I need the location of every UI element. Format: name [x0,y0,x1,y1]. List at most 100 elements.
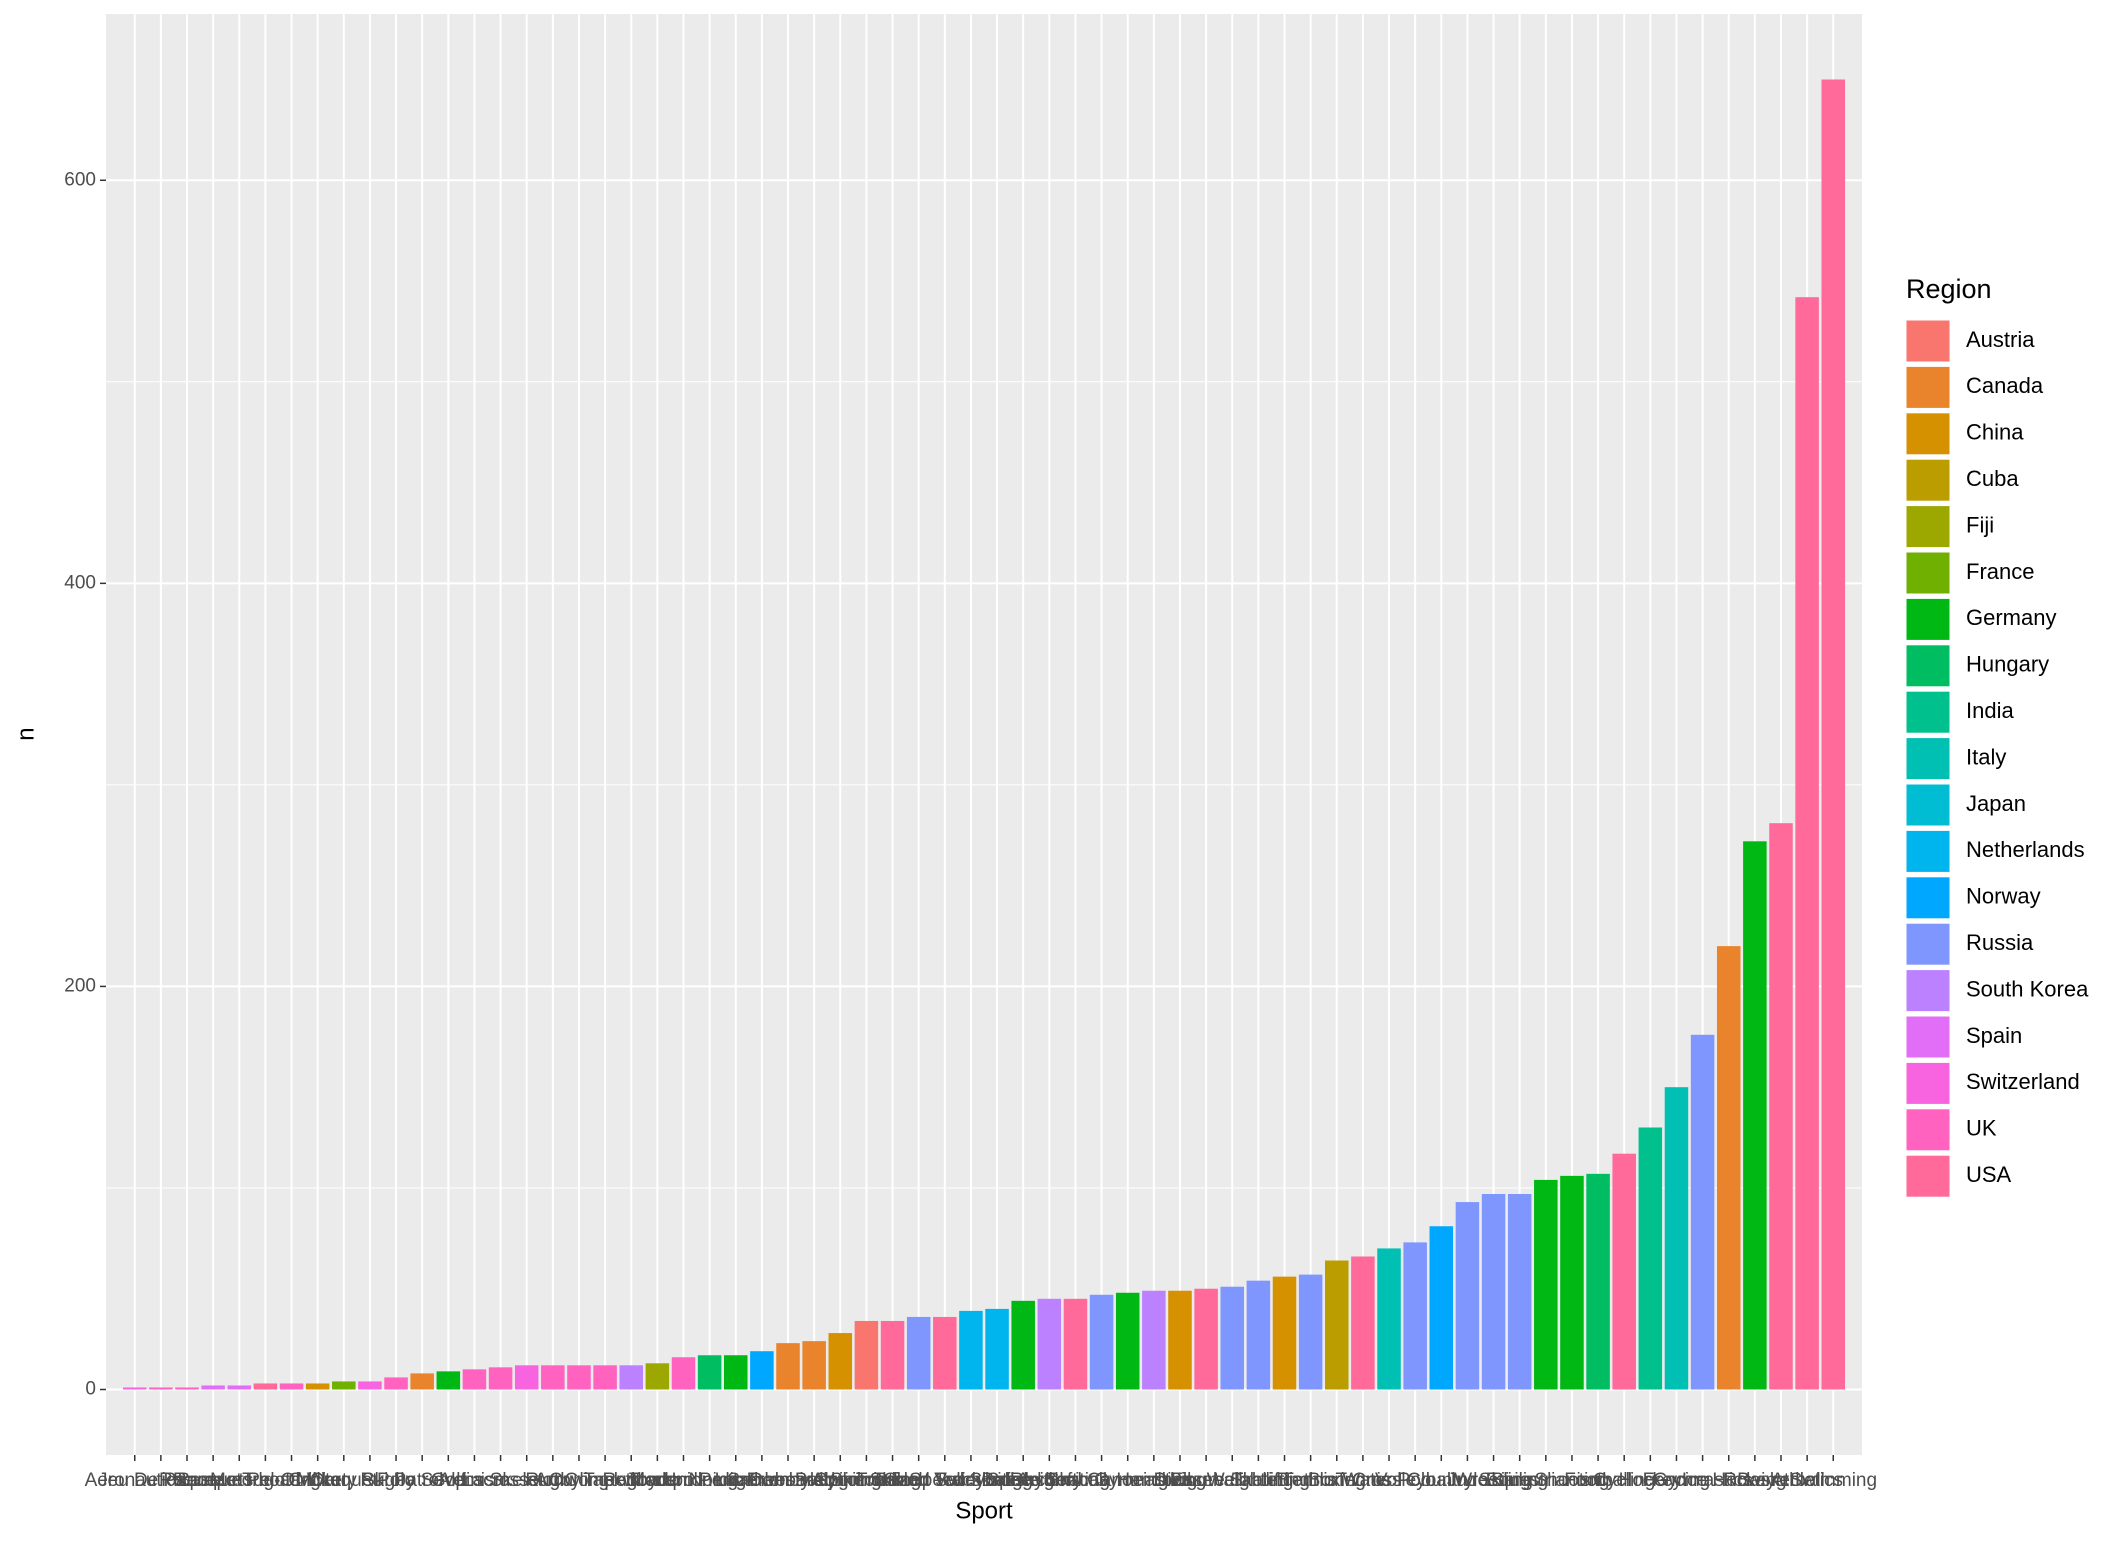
bar [933,1316,957,1390]
bar [358,1381,382,1390]
bar [1743,841,1767,1390]
x-tick-label: Cross Country Skiing [1352,1470,1530,1491]
x-tick-label: Baseball [1170,1470,1243,1491]
x-tick-label: Softball [1044,1470,1107,1491]
bar [1560,1175,1584,1390]
bar [593,1365,617,1390]
x-tick-label: Judo [1447,1470,1488,1491]
legend-label: South Korea [1966,976,2089,1001]
bar [462,1369,487,1390]
bar [1821,79,1846,1390]
x-tick-label: Football [1564,1470,1632,1491]
x-tick-label: Croquet [310,1470,378,1491]
x-tick-label: Athletics [1771,1470,1843,1491]
legend-key [1905,597,1951,641]
x-tick-label: Sailing [1491,1470,1548,1491]
x-tick-label: Beach Volleyball [875,1470,1014,1491]
bar [1769,823,1793,1390]
x-tick-label: Luge [715,1470,757,1491]
bar [906,1316,931,1390]
bar [1481,1194,1506,1390]
x-tick-label: Lacrosse [462,1470,539,1491]
legend-label: Fiji [1966,512,1994,537]
x-tick-label: Fencing [1643,1470,1711,1491]
bar [1246,1280,1271,1390]
x-tick-label: Figure Skating [1171,1470,1294,1491]
bar [175,1387,199,1390]
x-tick-label: Canoeing [1087,1470,1168,1491]
x-tick-label: Tug-Of-War [242,1470,342,1491]
x-tick-label: Golf [431,1470,467,1491]
bar [802,1341,826,1390]
bar [332,1381,356,1390]
legend-label: France [1966,559,2034,584]
y-axis-title: n [12,727,39,740]
bar [1612,1153,1636,1390]
x-tick-label: Equestrianism [1486,1470,1606,1491]
bar [1089,1294,1114,1390]
bar [227,1385,252,1390]
x-tick-label: Basketball [1737,1470,1825,1491]
bar [1037,1298,1062,1390]
bar [305,1383,330,1390]
x-tick-label: Handball [1116,1470,1191,1491]
bar [1403,1242,1427,1390]
bar [541,1365,565,1390]
x-tick-label: Swimming [1789,1470,1877,1491]
legend-label: Spain [1966,1023,2022,1048]
x-tick-label: Cycling [1593,1470,1655,1491]
x-tick-label: Motorboating [210,1470,321,1491]
x-tick-label: Gymnastics [1653,1470,1752,1491]
x-tick-label: Speed Skating [909,1470,1033,1491]
legend-key [1905,551,1951,595]
bar [436,1371,461,1390]
x-tick-label: Hockey [1619,1470,1683,1491]
bar [1011,1300,1035,1390]
legend-key [1905,922,1951,966]
bar [1298,1274,1323,1390]
y-tick-label: 400 [64,572,96,593]
x-tick-label: Badminton [795,1470,886,1491]
x-tick-label: Rugby [525,1470,580,1491]
x-tick-label: Basque Pelota [177,1470,301,1491]
x-tick-label: Shooting [1534,1470,1609,1491]
legend-key [1905,458,1951,502]
bar [279,1383,304,1390]
bar [1168,1290,1192,1390]
legend-key [1905,505,1951,549]
bar [122,1387,147,1390]
legend-key [1905,1015,1951,1059]
x-tick-label: Nordic Combined [688,1470,835,1491]
x-tick-label: Art Competitions [535,1470,675,1491]
x-tick-label: Boxing [1308,1470,1366,1491]
x-tick-label: Rowing [1723,1470,1786,1491]
legend-label: India [1966,698,2014,723]
legend-key [1905,412,1951,456]
legend-key [1905,829,1951,873]
bar [854,1320,879,1390]
x-tick-label: Trampolining [629,1470,738,1491]
bar [1142,1290,1166,1390]
bar [1325,1260,1349,1390]
legend-label: Germany [1966,605,2056,630]
x-tick-label: Archery [1017,1470,1083,1491]
bar [1586,1173,1610,1390]
bar [750,1351,774,1390]
x-tick-label: Rugby Sevens [360,1470,484,1491]
bar [1429,1226,1454,1390]
bar [1507,1194,1532,1390]
bar [1272,1276,1297,1390]
bar [410,1373,434,1390]
x-tick-label: Jeu De Paume [98,1470,224,1491]
bar [1534,1179,1558,1390]
x-tick-label: Tennis [1335,1470,1390,1491]
bar [1115,1292,1140,1390]
bar [488,1367,513,1390]
legend-key [1905,969,1951,1013]
x-tick-label: Diving [1154,1470,1207,1491]
x-tick-label: Weightlifting [1207,1470,1310,1491]
bar [723,1355,748,1390]
legend-key [1905,644,1951,688]
x-tick-label: Rhythmic Gymnastics [1010,1470,1194,1491]
bar [1795,297,1819,1390]
